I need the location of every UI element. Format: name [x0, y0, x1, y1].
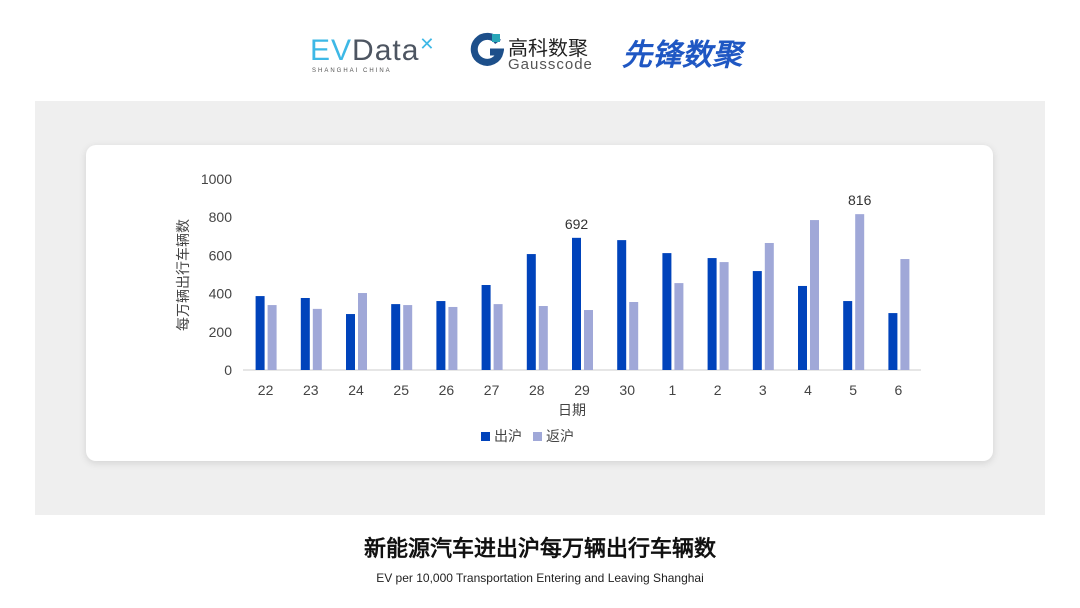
x-tick-label: 26 — [439, 382, 455, 398]
x-tick-label: 5 — [849, 382, 857, 398]
bar-out — [391, 304, 401, 370]
x-tick-label: 24 — [348, 382, 364, 398]
bar-return — [584, 310, 593, 370]
gausscode-icon — [470, 32, 505, 66]
bar-return — [674, 283, 684, 370]
gausscode-cn: 高科数聚 — [508, 36, 588, 60]
bar-out — [843, 301, 853, 370]
bar-return — [810, 220, 819, 370]
x-tick-label: 22 — [258, 382, 274, 398]
legend-label: 出沪 — [494, 428, 522, 444]
bar-out — [436, 301, 446, 370]
bar-return — [403, 305, 413, 370]
legend-label: 返沪 — [546, 428, 574, 444]
y-tick-label: 0 — [224, 362, 232, 378]
x-tick-label: 3 — [759, 382, 767, 398]
y-tick-label: 400 — [209, 286, 233, 302]
bar-out — [572, 237, 581, 370]
bar-return — [764, 242, 774, 370]
x-tick-label: 25 — [393, 382, 409, 398]
evdata-logo: EVData✕ — [310, 34, 436, 67]
y-tick-label: 600 — [209, 247, 233, 263]
bar-return — [493, 304, 503, 370]
x-tick-label: 6 — [895, 382, 903, 398]
bar-out — [255, 296, 265, 370]
x-tick-label: 28 — [529, 382, 545, 398]
bar-out — [526, 254, 536, 370]
logo-bar: EVData✕ SHANGHAI CHINA 高科数聚 Gausscode 先锋… — [0, 24, 1080, 74]
bar-out — [707, 258, 717, 370]
x-tick-label: 30 — [619, 382, 635, 398]
x-tick-label: 23 — [303, 382, 319, 398]
caption-subtitle: EV per 10,000 Transportation Entering an… — [376, 571, 704, 585]
caption-title: 新能源汽车进出沪每万辆出行车辆数 — [363, 537, 716, 562]
x-tick-label: 2 — [714, 382, 722, 398]
gausscode-en: Gausscode — [508, 56, 593, 73]
x-tick-label: 1 — [669, 382, 677, 398]
bar-return — [358, 293, 367, 370]
evdata-logo-sub: SHANGHAI CHINA — [312, 68, 392, 74]
bar-out — [617, 240, 627, 370]
bar-out — [798, 285, 807, 370]
data-label: 692 — [565, 216, 589, 232]
bar-return — [267, 305, 277, 370]
x-tick-label: 29 — [574, 382, 590, 398]
legend-swatch — [533, 432, 542, 441]
y-axis-title: 每万辆出行车辆数 — [175, 219, 191, 331]
bar-out — [662, 253, 672, 370]
bar-return — [538, 306, 548, 370]
bar-out — [888, 313, 898, 370]
x-tick-label: 4 — [804, 382, 812, 398]
x-tick-label: 27 — [484, 382, 500, 398]
bar-return — [448, 306, 458, 370]
bar-return — [855, 214, 865, 370]
bar-return — [900, 259, 910, 370]
bar-return — [719, 262, 729, 370]
gausscode-logo: 高科数聚 Gausscode — [470, 32, 592, 73]
bar-return — [312, 308, 322, 370]
y-tick-label: 200 — [209, 324, 233, 340]
xianfeng-logo: 先锋数聚 — [622, 38, 742, 73]
bar-out — [752, 271, 762, 370]
bar-return — [629, 302, 639, 370]
legend-swatch — [481, 432, 490, 441]
y-tick-label: 800 — [209, 209, 233, 225]
bar-out — [300, 297, 310, 370]
y-tick-label: 1000 — [201, 171, 232, 187]
x-axis-title: 日期 — [558, 402, 586, 418]
bar-out — [481, 285, 491, 370]
bar-out — [346, 314, 355, 370]
data-label: 816 — [848, 192, 872, 208]
chart-card: 0 200 400 600 800 1000 22 23 24 25 26 27 28 29 30 1 2 3 4 5… — [86, 145, 993, 461]
